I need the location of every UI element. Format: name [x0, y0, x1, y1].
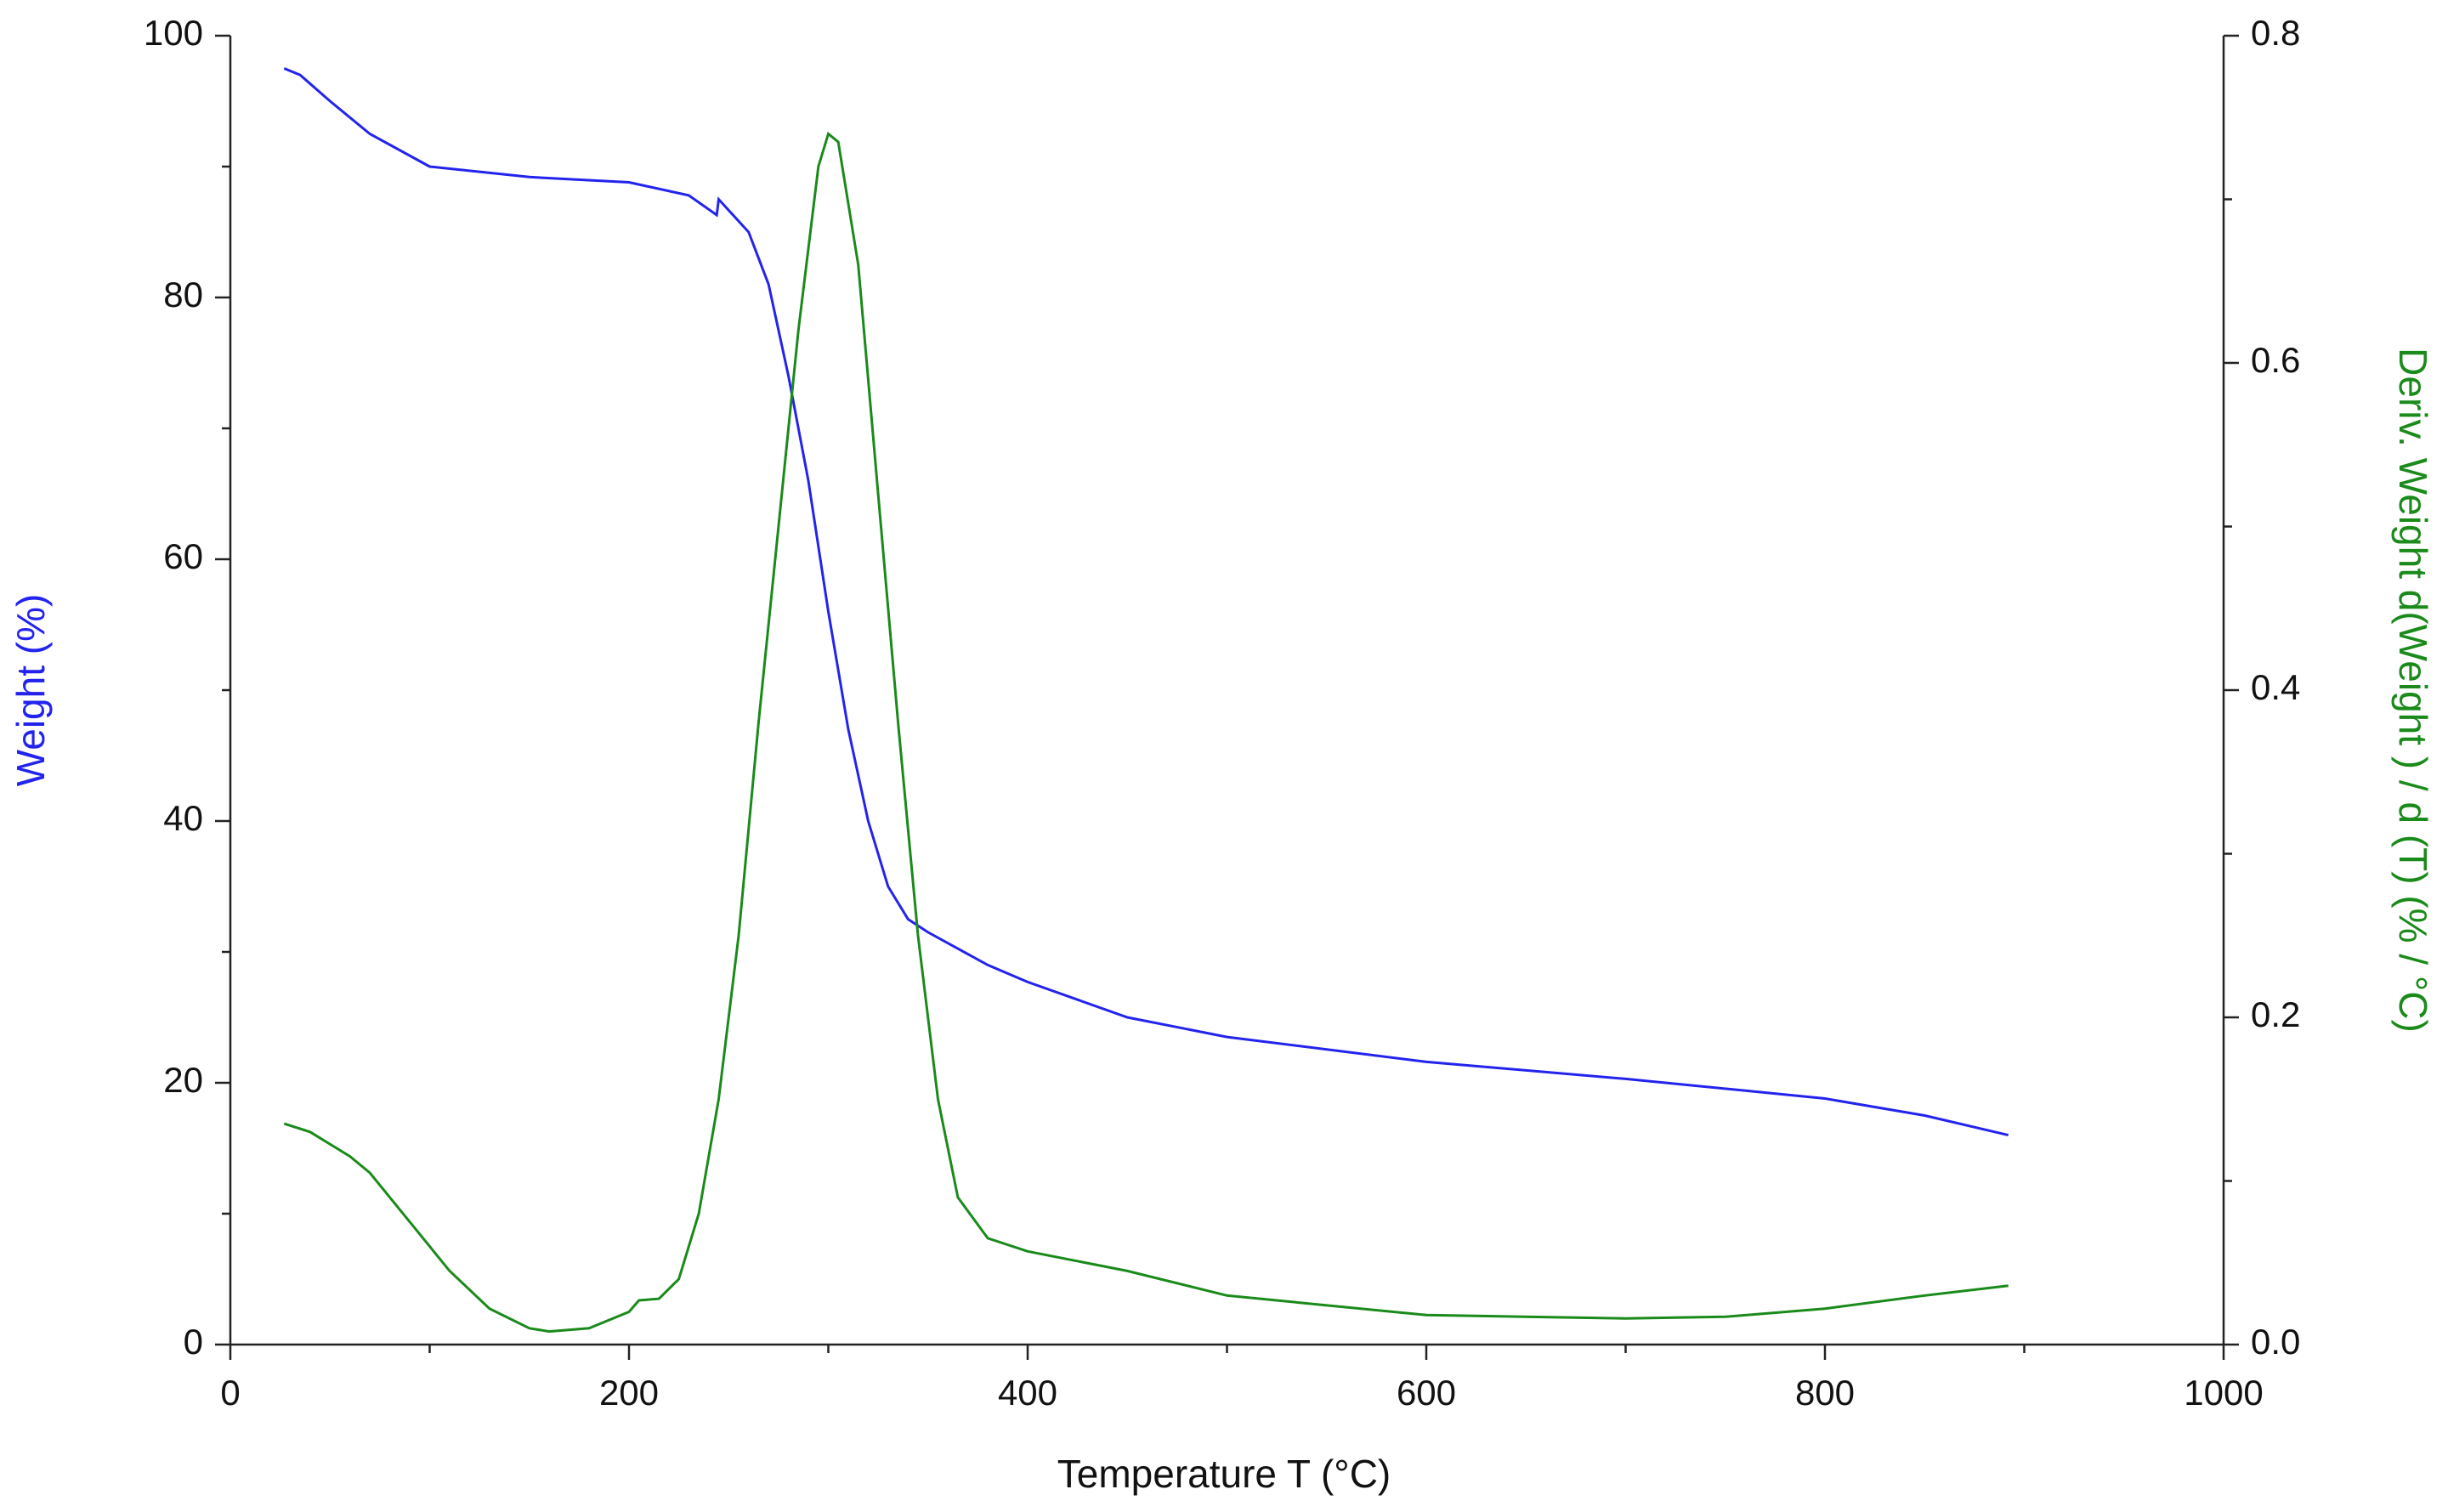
x-tick-label: 800 — [1795, 1373, 1855, 1413]
y-tick-label: 40 — [163, 798, 203, 838]
y-tick-label: 0 — [184, 1322, 203, 1362]
y-tick-label: 100 — [144, 13, 203, 53]
x-tick-label: 1000 — [2184, 1373, 2263, 1413]
x-tick-label: 600 — [1397, 1373, 1456, 1413]
y2-axis-label: Deriv. Weight d(Weight ) / d (T) (% / °C… — [2391, 348, 2435, 1033]
x-tick-label: 200 — [599, 1373, 659, 1413]
y-tick-label: 60 — [163, 536, 203, 576]
y-tick-label: 20 — [163, 1060, 203, 1100]
y-tick-label: 80 — [163, 275, 203, 314]
x-tick-label: 0 — [220, 1373, 240, 1413]
y-axis-label: Weight (%) — [8, 594, 53, 787]
y2-tick-label: 0.0 — [2251, 1322, 2300, 1362]
y2-tick-label: 0.8 — [2251, 13, 2300, 53]
data-line — [283, 131, 2009, 1334]
axes — [229, 36, 2225, 1346]
y2-tick-label: 0.6 — [2251, 340, 2300, 380]
x-axis-label: Temperature T (°C) — [1057, 1452, 1391, 1496]
y2-tick-label: 0.4 — [2251, 667, 2300, 707]
y2-tick-label: 0.2 — [2251, 994, 2300, 1034]
x-tick-label: 400 — [998, 1373, 1057, 1413]
data-line — [283, 67, 2009, 1137]
